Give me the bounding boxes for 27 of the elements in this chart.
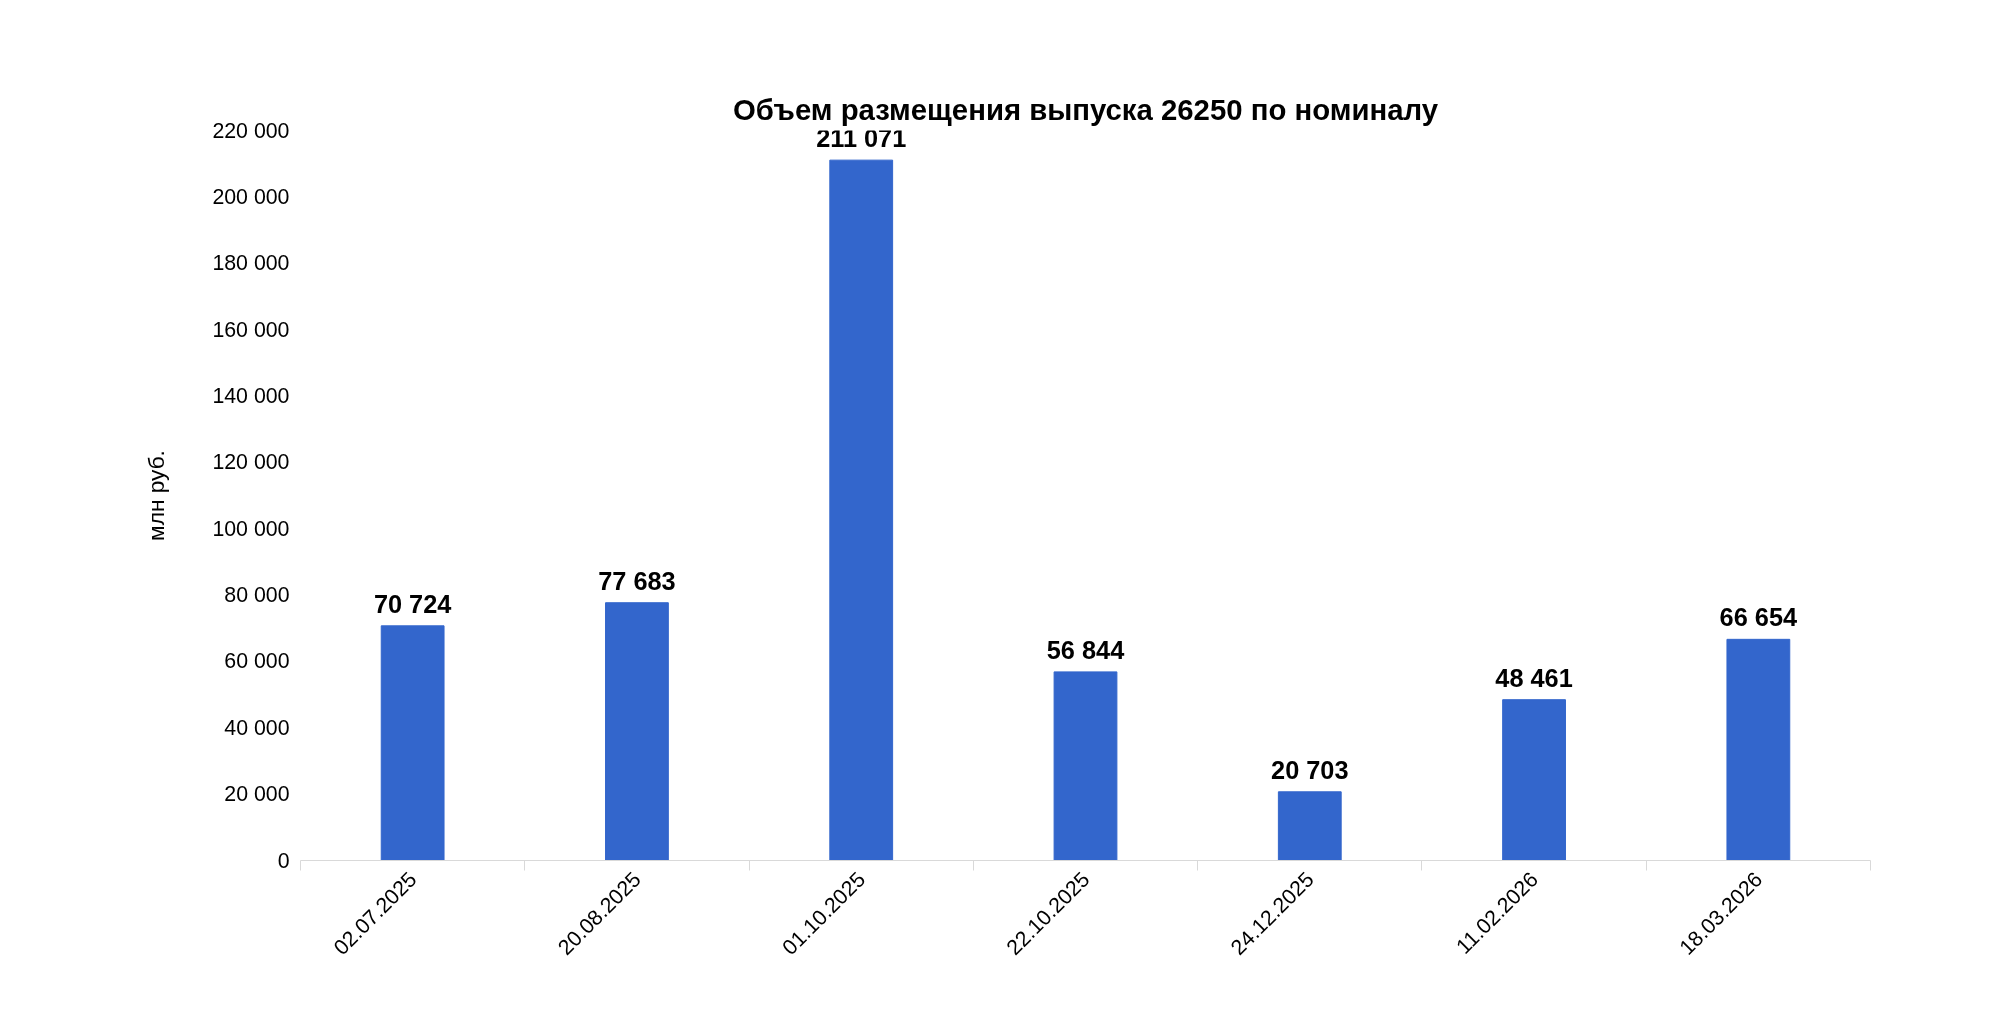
y-tick-label: 120 000 xyxy=(212,450,290,475)
data-label: 66 654 xyxy=(1719,603,1798,632)
bar xyxy=(1277,791,1342,861)
y-tick-label: 80 000 xyxy=(224,583,290,608)
data-label: 56 844 xyxy=(1046,635,1125,664)
y-tick-label: 60 000 xyxy=(224,649,290,674)
bar xyxy=(1726,638,1791,861)
y-tick-label: 20 000 xyxy=(224,782,290,807)
data-label: 20 703 xyxy=(1271,755,1349,784)
y-tick-label: 160 000 xyxy=(212,317,290,342)
bar xyxy=(1053,671,1118,861)
y-tick-label: 0 xyxy=(277,848,290,873)
y-tick-label: 40 000 xyxy=(224,715,290,740)
data-label: 48 461 xyxy=(1495,663,1573,692)
y-tick-label: 220 000 xyxy=(212,118,290,143)
y-tick-label: 100 000 xyxy=(212,516,290,541)
bar xyxy=(829,159,894,861)
y-axis-title: млн руб. xyxy=(143,450,170,541)
data-label: 70 724 xyxy=(373,589,452,618)
y-tick-label: 200 000 xyxy=(212,184,290,209)
bar xyxy=(1502,699,1566,861)
chart-title: Объем размещения выпуска 26250 по номиналу xyxy=(732,92,1439,126)
bar xyxy=(605,602,669,861)
data-label: 77 683 xyxy=(598,566,676,595)
bar xyxy=(380,625,445,861)
y-tick-label: 180 000 xyxy=(212,251,290,276)
y-tick-label: 140 000 xyxy=(212,383,290,408)
